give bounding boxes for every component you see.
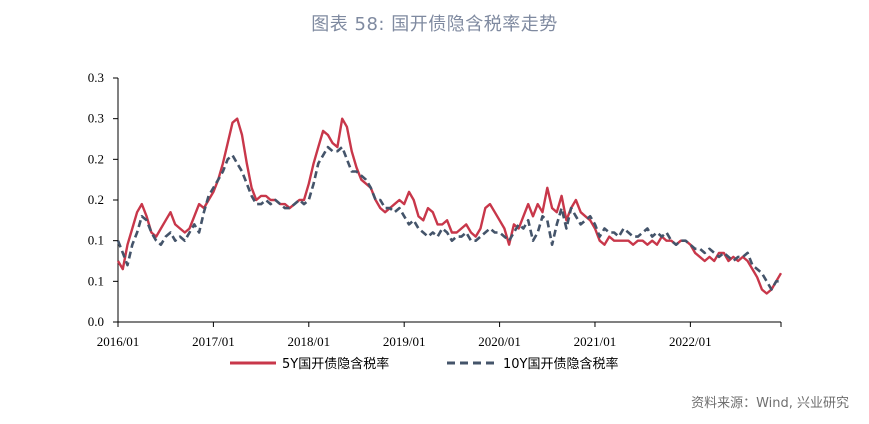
chart-legend: 5Y国开债隐含税率 10Y国开债隐含税率 xyxy=(230,356,618,372)
x-tick-label: 2016/01 xyxy=(97,334,140,349)
source-note: 资料来源：Wind, 兴业研究 xyxy=(691,396,849,411)
x-tick-label: 2018/01 xyxy=(287,334,330,349)
y-tick-label: 0.1 xyxy=(88,273,104,288)
legend-label: 5Y国开债隐含税率 xyxy=(282,356,389,372)
x-tick-label: 2019/01 xyxy=(383,334,426,349)
chart-title: 图表 58: 国开债隐含税率走势 xyxy=(311,14,558,35)
x-tick-label: 2020/01 xyxy=(478,334,521,349)
series-10y-line xyxy=(116,145,781,291)
y-tick-label: 0.2 xyxy=(88,151,104,166)
x-tick-label: 2017/01 xyxy=(192,334,235,349)
series-5y-line xyxy=(116,117,783,295)
y-tick-label: 0.3 xyxy=(88,70,104,85)
y-tick-label: 0.1 xyxy=(88,233,104,248)
chart-axes: 0.0 0.1 0.1 0.2 0.2 0.3 0.3 2016/01 2017/01 2018/… xyxy=(88,70,782,349)
y-tick-label: 0.3 xyxy=(88,111,104,126)
x-tick-label: 2022/01 xyxy=(669,334,712,349)
series-layer xyxy=(116,117,783,295)
y-tick-label: 0.0 xyxy=(88,314,104,329)
x-tick-label: 2021/01 xyxy=(574,334,617,349)
legend-label: 10Y国开债隐含税率 xyxy=(503,356,618,372)
y-tick-label: 0.2 xyxy=(88,192,104,207)
